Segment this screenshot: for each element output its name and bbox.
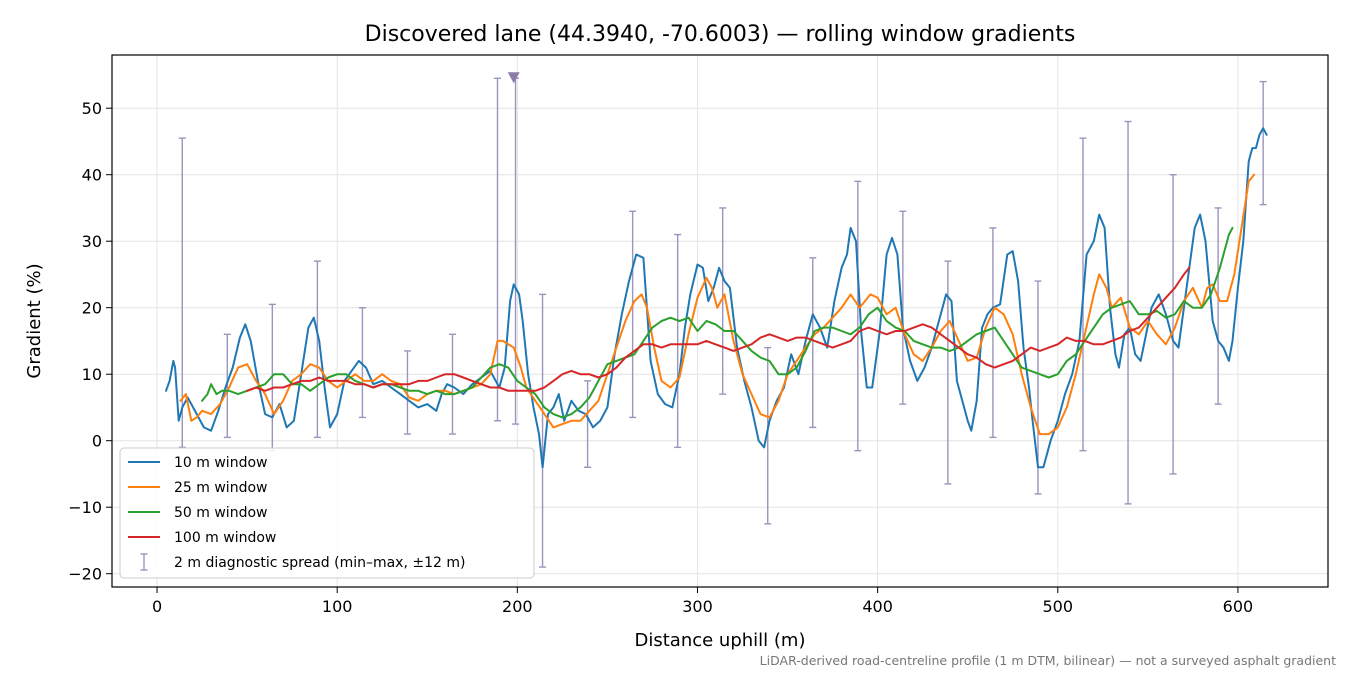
error-bar [494, 77, 502, 422]
series-line [179, 173, 1256, 436]
y-axis-label: Gradient (%) [24, 263, 45, 378]
error-bar [899, 210, 907, 405]
error-bar [512, 77, 520, 425]
legend-label: 50 m window [174, 505, 267, 521]
error-bar [944, 260, 952, 485]
legend-label: 100 m window [174, 530, 276, 546]
legend-label: 25 m window [174, 480, 267, 496]
error-bar [989, 227, 997, 439]
series-lines [165, 127, 1268, 469]
error-bar [1169, 173, 1177, 475]
legend-label: 2 m diagnostic spread (min–max, ±12 m) [174, 555, 465, 571]
error-bar [358, 307, 366, 419]
y-tick-label: 10 [82, 365, 102, 384]
error-bar [764, 346, 772, 525]
x-tick-label: 0 [152, 597, 162, 616]
error-bar [674, 233, 682, 449]
error-bar [584, 380, 592, 468]
plot-frame [111, 54, 1329, 588]
y-tick-label: 30 [82, 232, 102, 251]
grid [112, 55, 1328, 587]
error-bar [448, 333, 456, 435]
y-tick-label: 0 [92, 432, 102, 451]
x-tick-label: 100 [322, 597, 353, 616]
legend-box [119, 447, 535, 579]
error-bar [178, 137, 186, 449]
error-bar [313, 260, 321, 439]
marker-triangle [507, 72, 520, 84]
error-bar [403, 350, 411, 435]
x-axis-label: Distance uphill (m) [635, 630, 806, 651]
series-line [201, 226, 1234, 419]
error-bar [809, 257, 817, 429]
axis-ticks: 0 100 200 300 400 500 600 −20 −10 0 10 20 30 40 50 [68, 99, 1253, 616]
legend-swatch [140, 553, 148, 571]
y-tick-label: −20 [68, 565, 102, 584]
x-tick-label: 200 [502, 597, 533, 616]
x-tick-label: 500 [1043, 597, 1074, 616]
error-bar [719, 207, 727, 395]
legend: 10 m window 25 m window 50 m window 100 m w… [119, 447, 535, 579]
error-bar [1124, 120, 1132, 505]
y-tick-label: −10 [68, 498, 102, 517]
chart-title: Discovered lane (44.3940, -70.6003) — ro… [365, 22, 1076, 47]
error-bar [629, 210, 637, 419]
error-bar [1259, 80, 1267, 206]
error-bar [854, 180, 862, 452]
x-tick-label: 300 [682, 597, 713, 616]
error-bar [223, 333, 231, 439]
y-tick-label: 50 [82, 99, 102, 118]
legend-label: 10 m window [174, 455, 267, 471]
y-tick-label: 40 [82, 166, 102, 185]
error-bar [539, 293, 547, 568]
x-tick-label: 600 [1223, 597, 1254, 616]
series-line [165, 127, 1268, 469]
error-bar [1214, 207, 1222, 405]
footnote: LiDAR-derived road-centreline profile (1… [760, 653, 1336, 668]
y-tick-label: 20 [82, 299, 102, 318]
series-line [246, 266, 1191, 392]
marker [507, 72, 520, 84]
x-tick-label: 400 [862, 597, 893, 616]
